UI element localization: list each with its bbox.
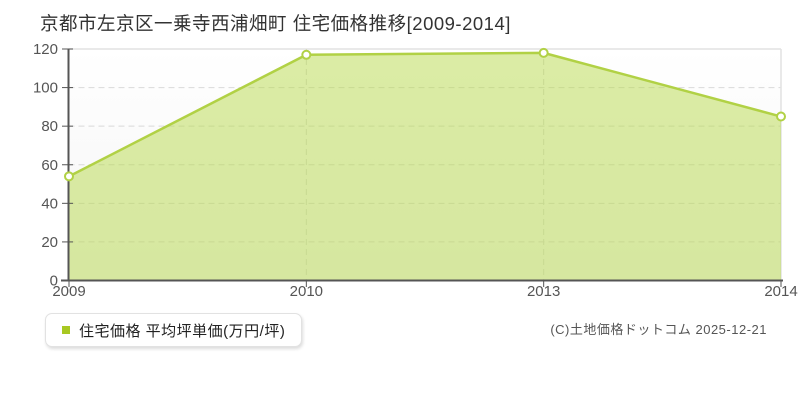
- data-point-marker: [64, 171, 74, 182]
- y-tick-label: 0: [50, 273, 58, 290]
- price-trend-area-chart: 0 20 40 60 80 100 120 2009 2010 2013 2014: [33, 41, 798, 300]
- area-fill: [69, 52, 781, 281]
- data-point-marker: [776, 111, 786, 122]
- legend-label: 住宅価格 平均坪単価(万円/坪): [79, 322, 286, 340]
- x-tick-label: 2010: [290, 283, 323, 300]
- y-tick-label: 120: [33, 41, 58, 58]
- y-tick-label: 20: [41, 234, 58, 251]
- data-point-marker: [301, 49, 312, 60]
- page-title: 京都市左京区一乗寺西浦畑町 住宅価格推移[2009-2014]: [40, 13, 511, 34]
- y-tick-label: 60: [41, 157, 58, 174]
- x-tick-label: 2009: [52, 283, 85, 300]
- x-tick-label: 2014: [764, 283, 797, 300]
- y-tick-label: 40: [41, 195, 58, 212]
- legend-bullet-icon: [62, 326, 70, 334]
- copyright-text: (C)土地価格ドットコム 2025-12-21: [550, 322, 767, 337]
- legend: 住宅価格 平均坪単価(万円/坪): [45, 313, 303, 347]
- series-line: [67, 51, 783, 178]
- y-tick-label: 100: [33, 80, 58, 97]
- x-tick-label: 2013: [527, 283, 560, 300]
- data-point-marker: [538, 47, 549, 58]
- y-tick-label: 80: [41, 118, 58, 135]
